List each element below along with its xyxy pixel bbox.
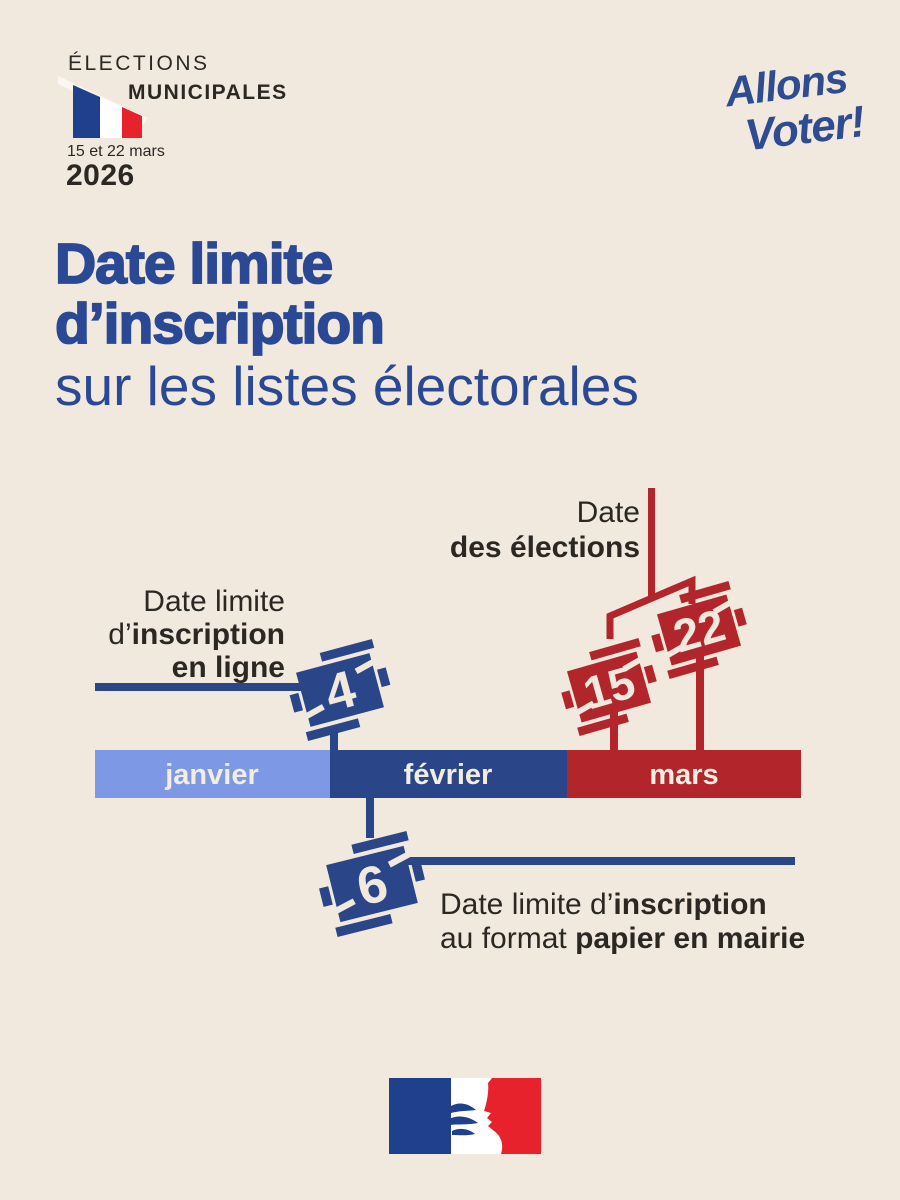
page-title-light-line: sur les listes électorales [55,355,639,417]
badge22-stem [696,656,704,752]
program-title-line2: MUNICIPALES [128,81,288,104]
french-government-marianne-logo [389,1078,541,1154]
month-label-janvier: janvier [164,759,259,791]
month-segment-mars [567,750,801,798]
page-title-bold-line1: Date limite [54,232,334,296]
paper-deadline-label-line1: Date limite d’inscription [440,888,767,921]
badge4-stem [330,726,338,752]
badge-election-round1-15: 15 [552,636,666,738]
elections-date-label-line2: des élections [450,531,640,564]
timeline-bar: janvier février mars [95,750,801,798]
program-title-line1: ÉLECTIONS [68,52,210,75]
elections-pointer-line [648,488,655,600]
program-dates: 15 et 22 mars [67,143,165,160]
page-title-bold-line2: d’inscription [54,292,386,356]
french-flag-ballot-icon [58,76,148,138]
badge-online-deadline-4: 4 [281,637,399,743]
online-deadline-label-line2: d’inscription [108,618,285,651]
month-label-mars: mars [649,759,718,791]
elections-date-label-line1: Date [577,496,640,529]
online-deadline-line [95,683,317,691]
badge6-stem [366,798,374,838]
month-label-fevrier: février [404,759,493,791]
paper-deadline-line [406,857,795,865]
program-year: 2026 [66,159,135,192]
page-title: Date limite d’inscription sur les listes… [54,232,639,417]
online-deadline-label-line3: en ligne [172,651,285,684]
online-deadline-label-line1: Date limite [143,585,285,618]
month-segment-janvier [95,750,330,798]
month-segment-fevrier [330,750,567,798]
badge15-stem [610,710,618,752]
paper-deadline-label-line2: au format papier en mairie [440,922,805,955]
badge-paper-deadline-6: 6 [310,829,434,939]
